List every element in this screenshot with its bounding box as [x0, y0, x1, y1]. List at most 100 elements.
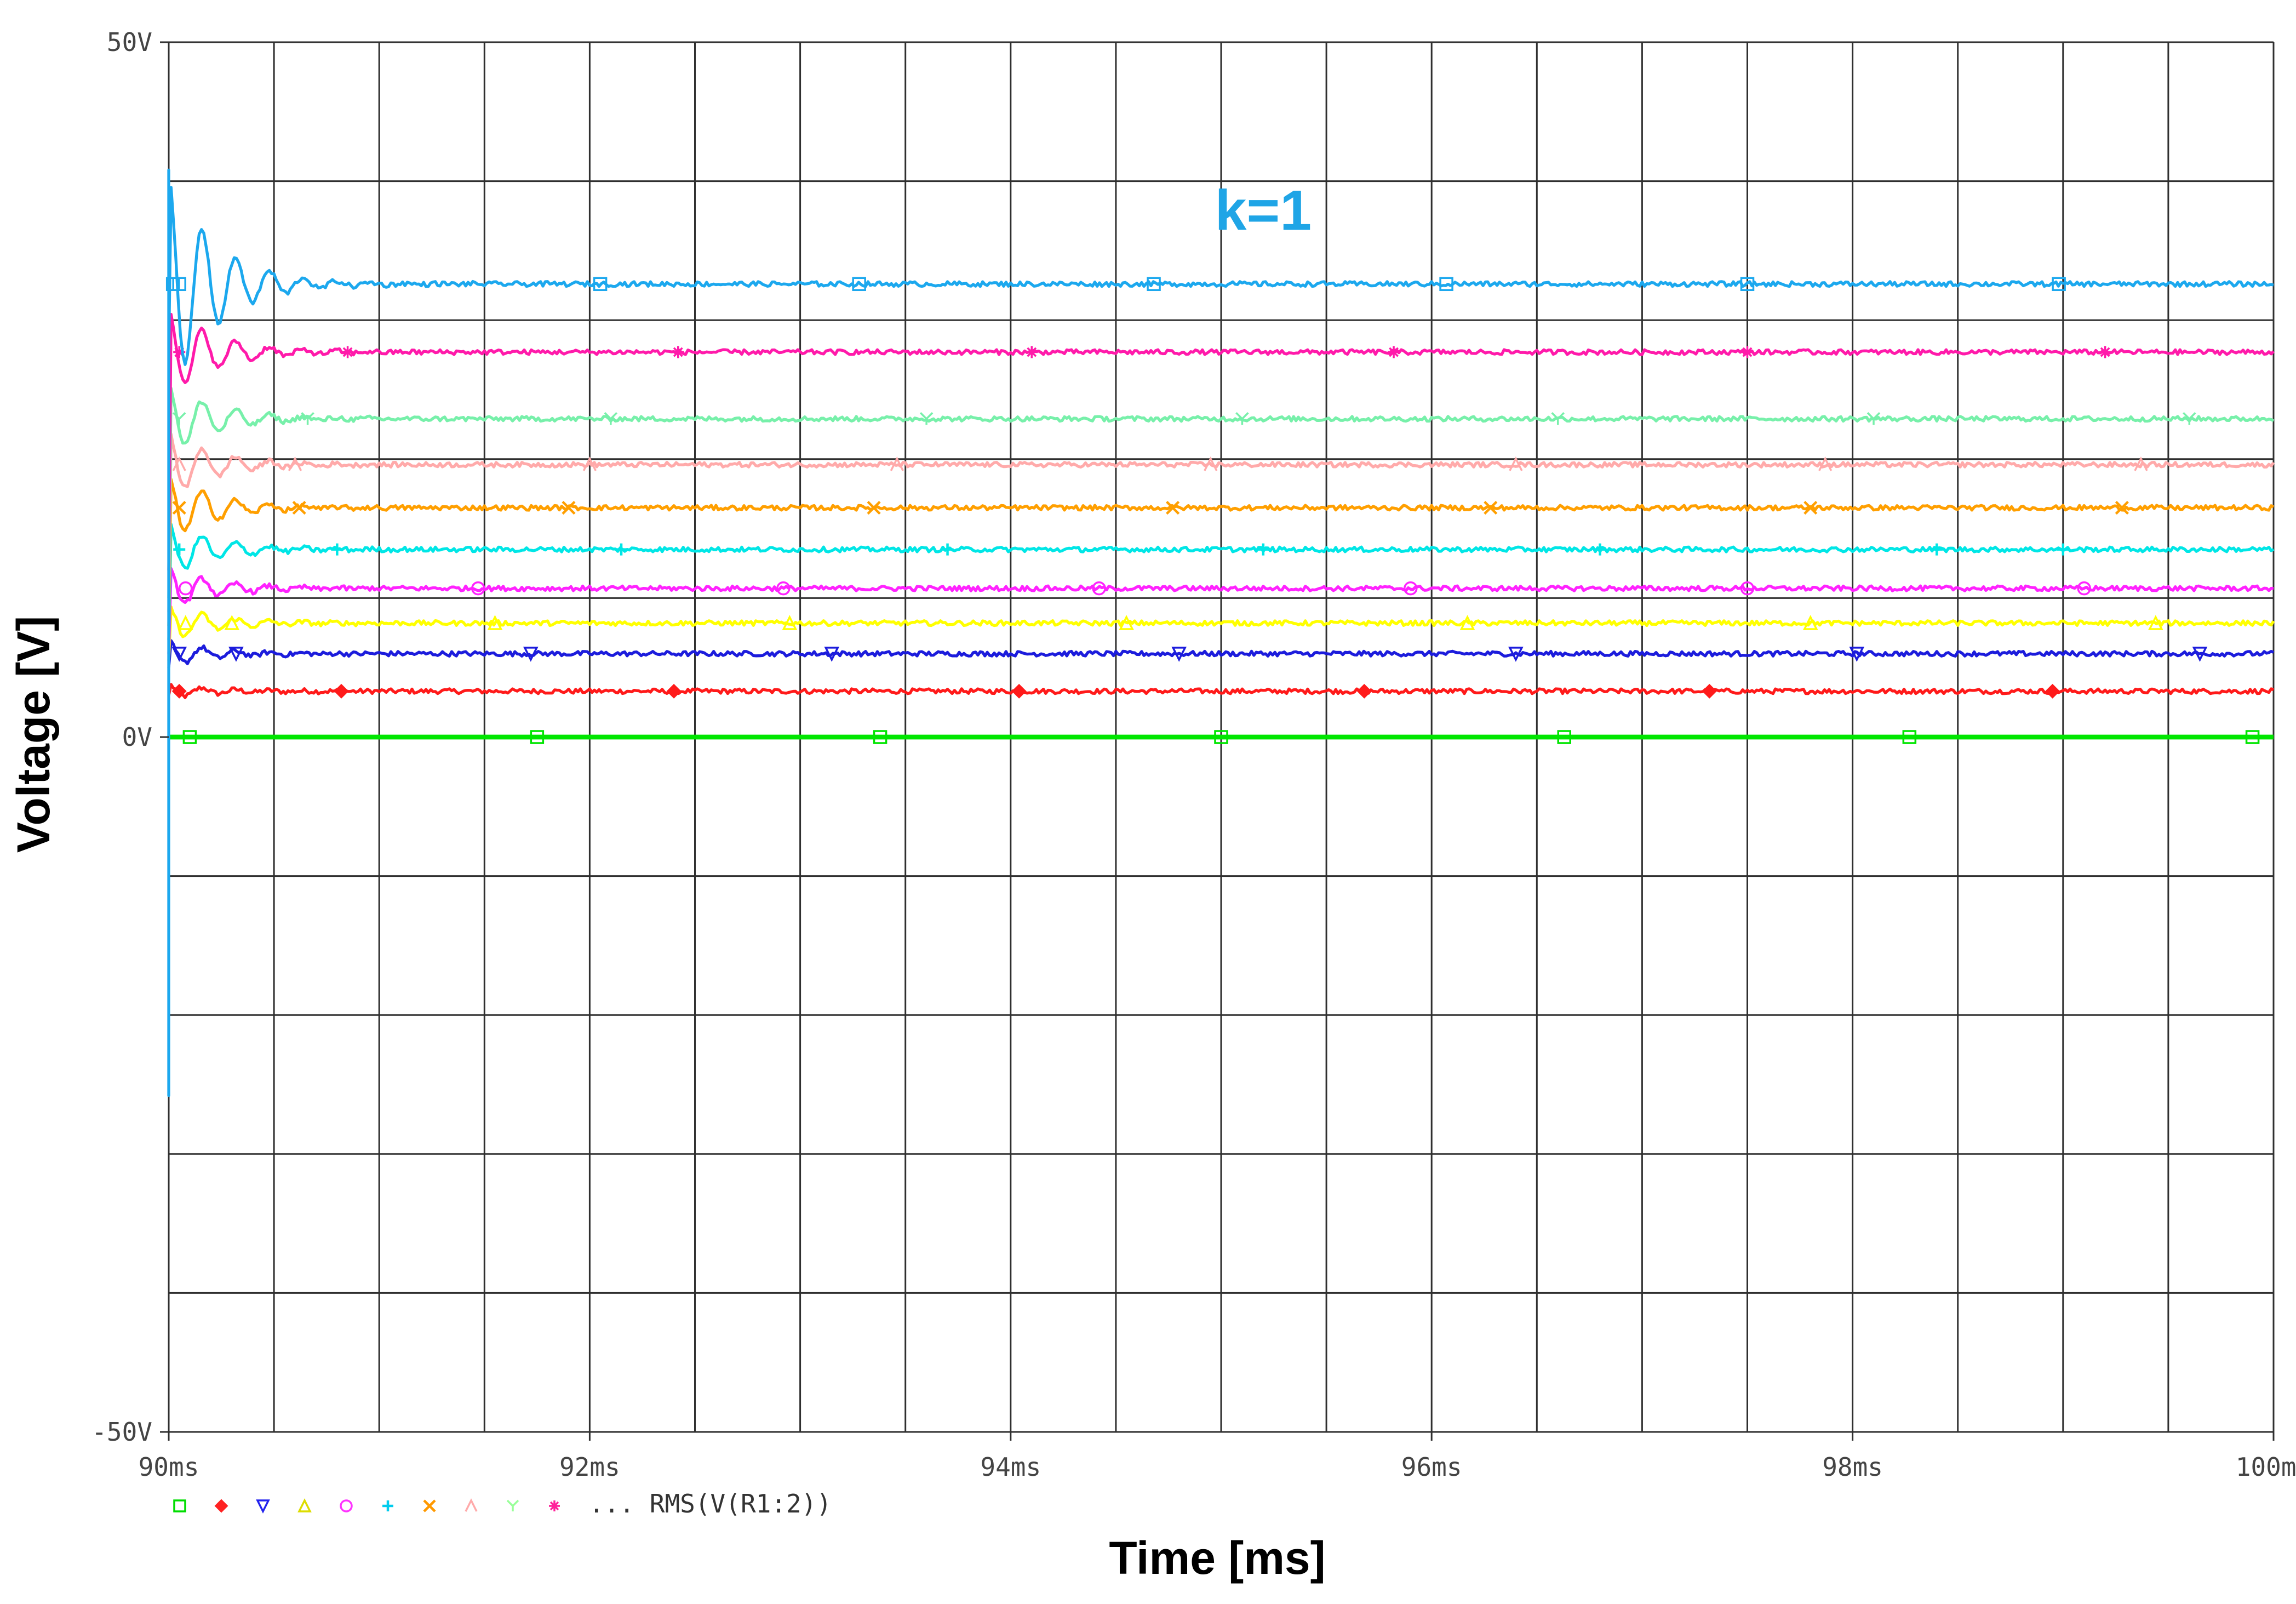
marker-x	[867, 500, 881, 515]
series-4	[167, 605, 2275, 661]
marker-y	[2183, 412, 2196, 425]
x-tick-label: 100ms	[2236, 1452, 2296, 1482]
marker-lambda	[1509, 456, 1523, 471]
marker-square	[172, 277, 186, 292]
marker-plus	[331, 543, 343, 556]
marker-star	[173, 346, 186, 358]
marker-diamond	[666, 683, 682, 699]
marker-square	[593, 277, 608, 292]
marker-triangle-up	[487, 615, 503, 630]
marker-triangle-down	[228, 647, 244, 662]
marker-plus	[1257, 543, 1269, 556]
marker-triangle-up	[782, 615, 798, 630]
series-line	[167, 478, 2275, 626]
marker-triangle-down	[824, 647, 840, 662]
marker-y	[919, 412, 934, 425]
marker-diamond	[1356, 683, 1372, 699]
series-layer	[165, 168, 2275, 1097]
marker-y	[506, 1499, 519, 1511]
series-6	[167, 523, 2275, 640]
marker-y	[1235, 412, 1249, 425]
marker-x	[172, 500, 186, 515]
series-line	[167, 523, 2275, 640]
marker-triangle-down	[1508, 647, 1524, 662]
marker-plus	[173, 543, 186, 556]
marker-x	[292, 500, 306, 515]
series-10	[167, 313, 2275, 570]
legend: ... RMS(V(R1:2))	[173, 1489, 832, 1519]
marker-circle	[1404, 581, 1418, 596]
marker-y	[604, 412, 618, 425]
marker-triangle-down	[2192, 647, 2208, 662]
marker-lambda	[1818, 456, 1833, 471]
marker-plus	[1931, 543, 1943, 556]
marker-triangle-up	[178, 615, 193, 630]
marker-square	[852, 277, 866, 292]
marker-diamond	[214, 1499, 228, 1513]
marker-square	[2052, 277, 2066, 292]
marker-x	[2115, 500, 2129, 515]
series-11	[165, 168, 2274, 1097]
marker-y	[1551, 412, 1565, 425]
marker-triangle-down	[171, 647, 187, 662]
marker-triangle-down	[1849, 647, 1865, 662]
x-tick-label: 94ms	[980, 1452, 1041, 1482]
marker-x	[1166, 500, 1180, 515]
x-axis-title: Time [ms]	[1109, 1532, 1325, 1584]
marker-triangle-up	[1459, 615, 1475, 630]
x-tick-label: 90ms	[139, 1452, 199, 1482]
marker-star	[549, 1500, 560, 1511]
marker-triangle-up	[1802, 615, 1818, 630]
x-tick-label: 92ms	[559, 1452, 620, 1482]
marker-triangle-down	[256, 1499, 270, 1514]
marker-diamond	[2045, 683, 2060, 699]
series-line	[167, 639, 2275, 668]
marker-square	[173, 1499, 186, 1512]
marker-lambda	[465, 1498, 478, 1512]
series-3	[167, 639, 2275, 668]
marker-square	[1902, 730, 1917, 744]
marker-diamond	[1011, 683, 1027, 699]
marker-x	[1484, 500, 1498, 515]
series-8	[167, 432, 2275, 612]
x-tick-label: 98ms	[1822, 1452, 1883, 1482]
marker-lambda	[2134, 456, 2148, 471]
series-line	[167, 432, 2275, 612]
axis-ticks: 90ms 92ms 94ms 96ms 98ms 100ms -50V 0V 50V	[91, 27, 2296, 1482]
marker-plus	[941, 543, 954, 556]
marker-circle	[471, 581, 485, 596]
marker-circle	[340, 1499, 353, 1512]
series-7	[167, 478, 2275, 626]
marker-circle	[1092, 581, 1106, 596]
series-9	[167, 386, 2275, 598]
marker-square	[2245, 730, 2260, 744]
marker-circle	[178, 581, 193, 596]
marker-plus	[615, 543, 628, 556]
y-tick-label: -50V	[91, 1417, 152, 1447]
marker-star	[1741, 346, 1754, 358]
marker-circle	[2077, 581, 2091, 596]
series-line	[167, 567, 2274, 654]
series-2	[167, 683, 2275, 699]
annotation-label: k=1	[1215, 179, 1312, 242]
y-axis-title: Voltage [V]	[8, 616, 59, 853]
marker-x	[423, 1499, 436, 1512]
series-line	[167, 605, 2275, 661]
marker-square	[873, 730, 888, 744]
marker-square	[182, 730, 197, 744]
series-line	[167, 168, 2274, 1097]
marker-circle	[1740, 581, 1755, 596]
marker-plus	[382, 1500, 393, 1511]
marker-circle	[776, 581, 791, 596]
y-tick-label: 0V	[122, 722, 152, 752]
marker-triangle-down	[1171, 647, 1187, 662]
marker-square	[1214, 730, 1228, 744]
marker-star	[341, 346, 354, 358]
marker-triangle-up	[2148, 615, 2163, 630]
series-line	[167, 313, 2275, 570]
series-line	[167, 683, 2275, 699]
marker-star	[2099, 346, 2111, 358]
y-tick-label: 50V	[107, 27, 152, 57]
